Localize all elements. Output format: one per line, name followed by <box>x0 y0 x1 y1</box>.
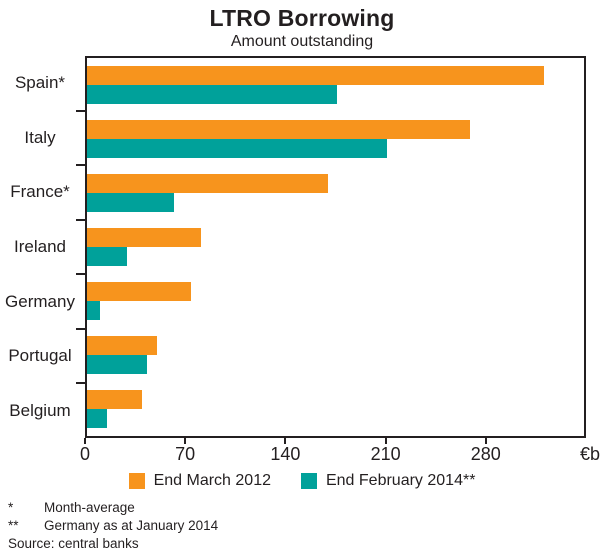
y-axis-tick <box>76 218 85 221</box>
bar <box>87 139 387 158</box>
x-tick-label: 210 <box>370 444 401 464</box>
footnotes: * Month-average ** Germany as at January… <box>8 499 604 554</box>
bar-group <box>87 112 584 166</box>
bar <box>87 66 545 85</box>
bar <box>87 301 100 320</box>
category-label: Italy <box>24 127 56 147</box>
footnote-text: Month-average <box>44 500 135 515</box>
legend-label: End March 2012 <box>153 472 271 489</box>
x-tick-label: 0 <box>79 444 91 464</box>
category-labels: Spain* Italy France* Ireland Germany Portugal… <box>0 56 80 438</box>
bar <box>87 247 127 266</box>
bar <box>87 174 329 193</box>
y-axis-tick <box>76 382 85 385</box>
category-label: Spain* <box>14 73 66 93</box>
bar-group <box>87 220 584 274</box>
y-axis-tick <box>76 109 85 112</box>
footnote-marker: ** <box>8 518 19 534</box>
x-axis-tick <box>384 438 387 444</box>
x-axis-tick <box>184 438 187 444</box>
bar <box>87 85 337 104</box>
chart-subtitle: Amount outstanding <box>230 33 374 50</box>
x-axis-tick <box>284 438 287 444</box>
legend-swatch-march-2012 <box>128 473 145 489</box>
chart-header: LTRO Borrowing Amount outstanding <box>0 0 604 51</box>
category-label: Portugal <box>8 346 72 366</box>
bar <box>87 409 107 428</box>
legend-item: End February 2014** <box>300 472 476 490</box>
x-tick-label: 70 <box>175 444 196 464</box>
bar-group <box>87 166 584 220</box>
footnote-text: Germany as at January 2014 <box>44 518 219 534</box>
category-label: France* <box>10 182 70 202</box>
bar-group <box>87 58 584 112</box>
category-label: Ireland <box>14 237 66 256</box>
bar <box>87 336 157 355</box>
bar <box>87 228 201 247</box>
bar-group <box>87 274 584 328</box>
category-label: Belgium <box>9 400 71 420</box>
legend: End March 2012 End February 2014** <box>0 472 604 490</box>
bar <box>87 120 471 139</box>
chart-row: Spain* Italy France* Ireland Germany Portugal… <box>5 56 586 438</box>
x-tick-label: 280 <box>470 444 501 464</box>
footnote-text: Source: central banks <box>8 536 139 552</box>
page-title: LTRO Borrowing <box>209 5 395 31</box>
legend-swatch-february-2014 <box>300 473 317 489</box>
legend-label: End February 2014** <box>325 472 476 489</box>
x-axis-tick <box>484 438 487 444</box>
bar <box>87 390 143 409</box>
bar-group <box>87 382 584 436</box>
y-axis-tick <box>76 164 85 167</box>
x-axis: €b 0 70 140 210 280 <box>80 438 600 466</box>
footnote: * Month-average <box>8 499 604 517</box>
legend-item: End March 2012 <box>128 472 271 490</box>
footnote: ** Germany as at January 2014 <box>8 517 604 535</box>
bar <box>87 355 147 374</box>
x-tick-label: 140 <box>270 444 301 464</box>
footnote-marker: * <box>8 500 14 515</box>
y-axis-tick <box>76 327 85 330</box>
bar <box>87 193 174 212</box>
x-axis-tick <box>84 438 86 444</box>
bar-group <box>87 328 584 382</box>
plot-area <box>85 56 586 438</box>
x-axis-unit: €b <box>579 444 600 464</box>
footnote-source: Source: central banks <box>8 535 604 553</box>
bar <box>87 282 191 301</box>
y-axis-tick <box>76 273 85 276</box>
category-label: Germany <box>5 291 75 311</box>
